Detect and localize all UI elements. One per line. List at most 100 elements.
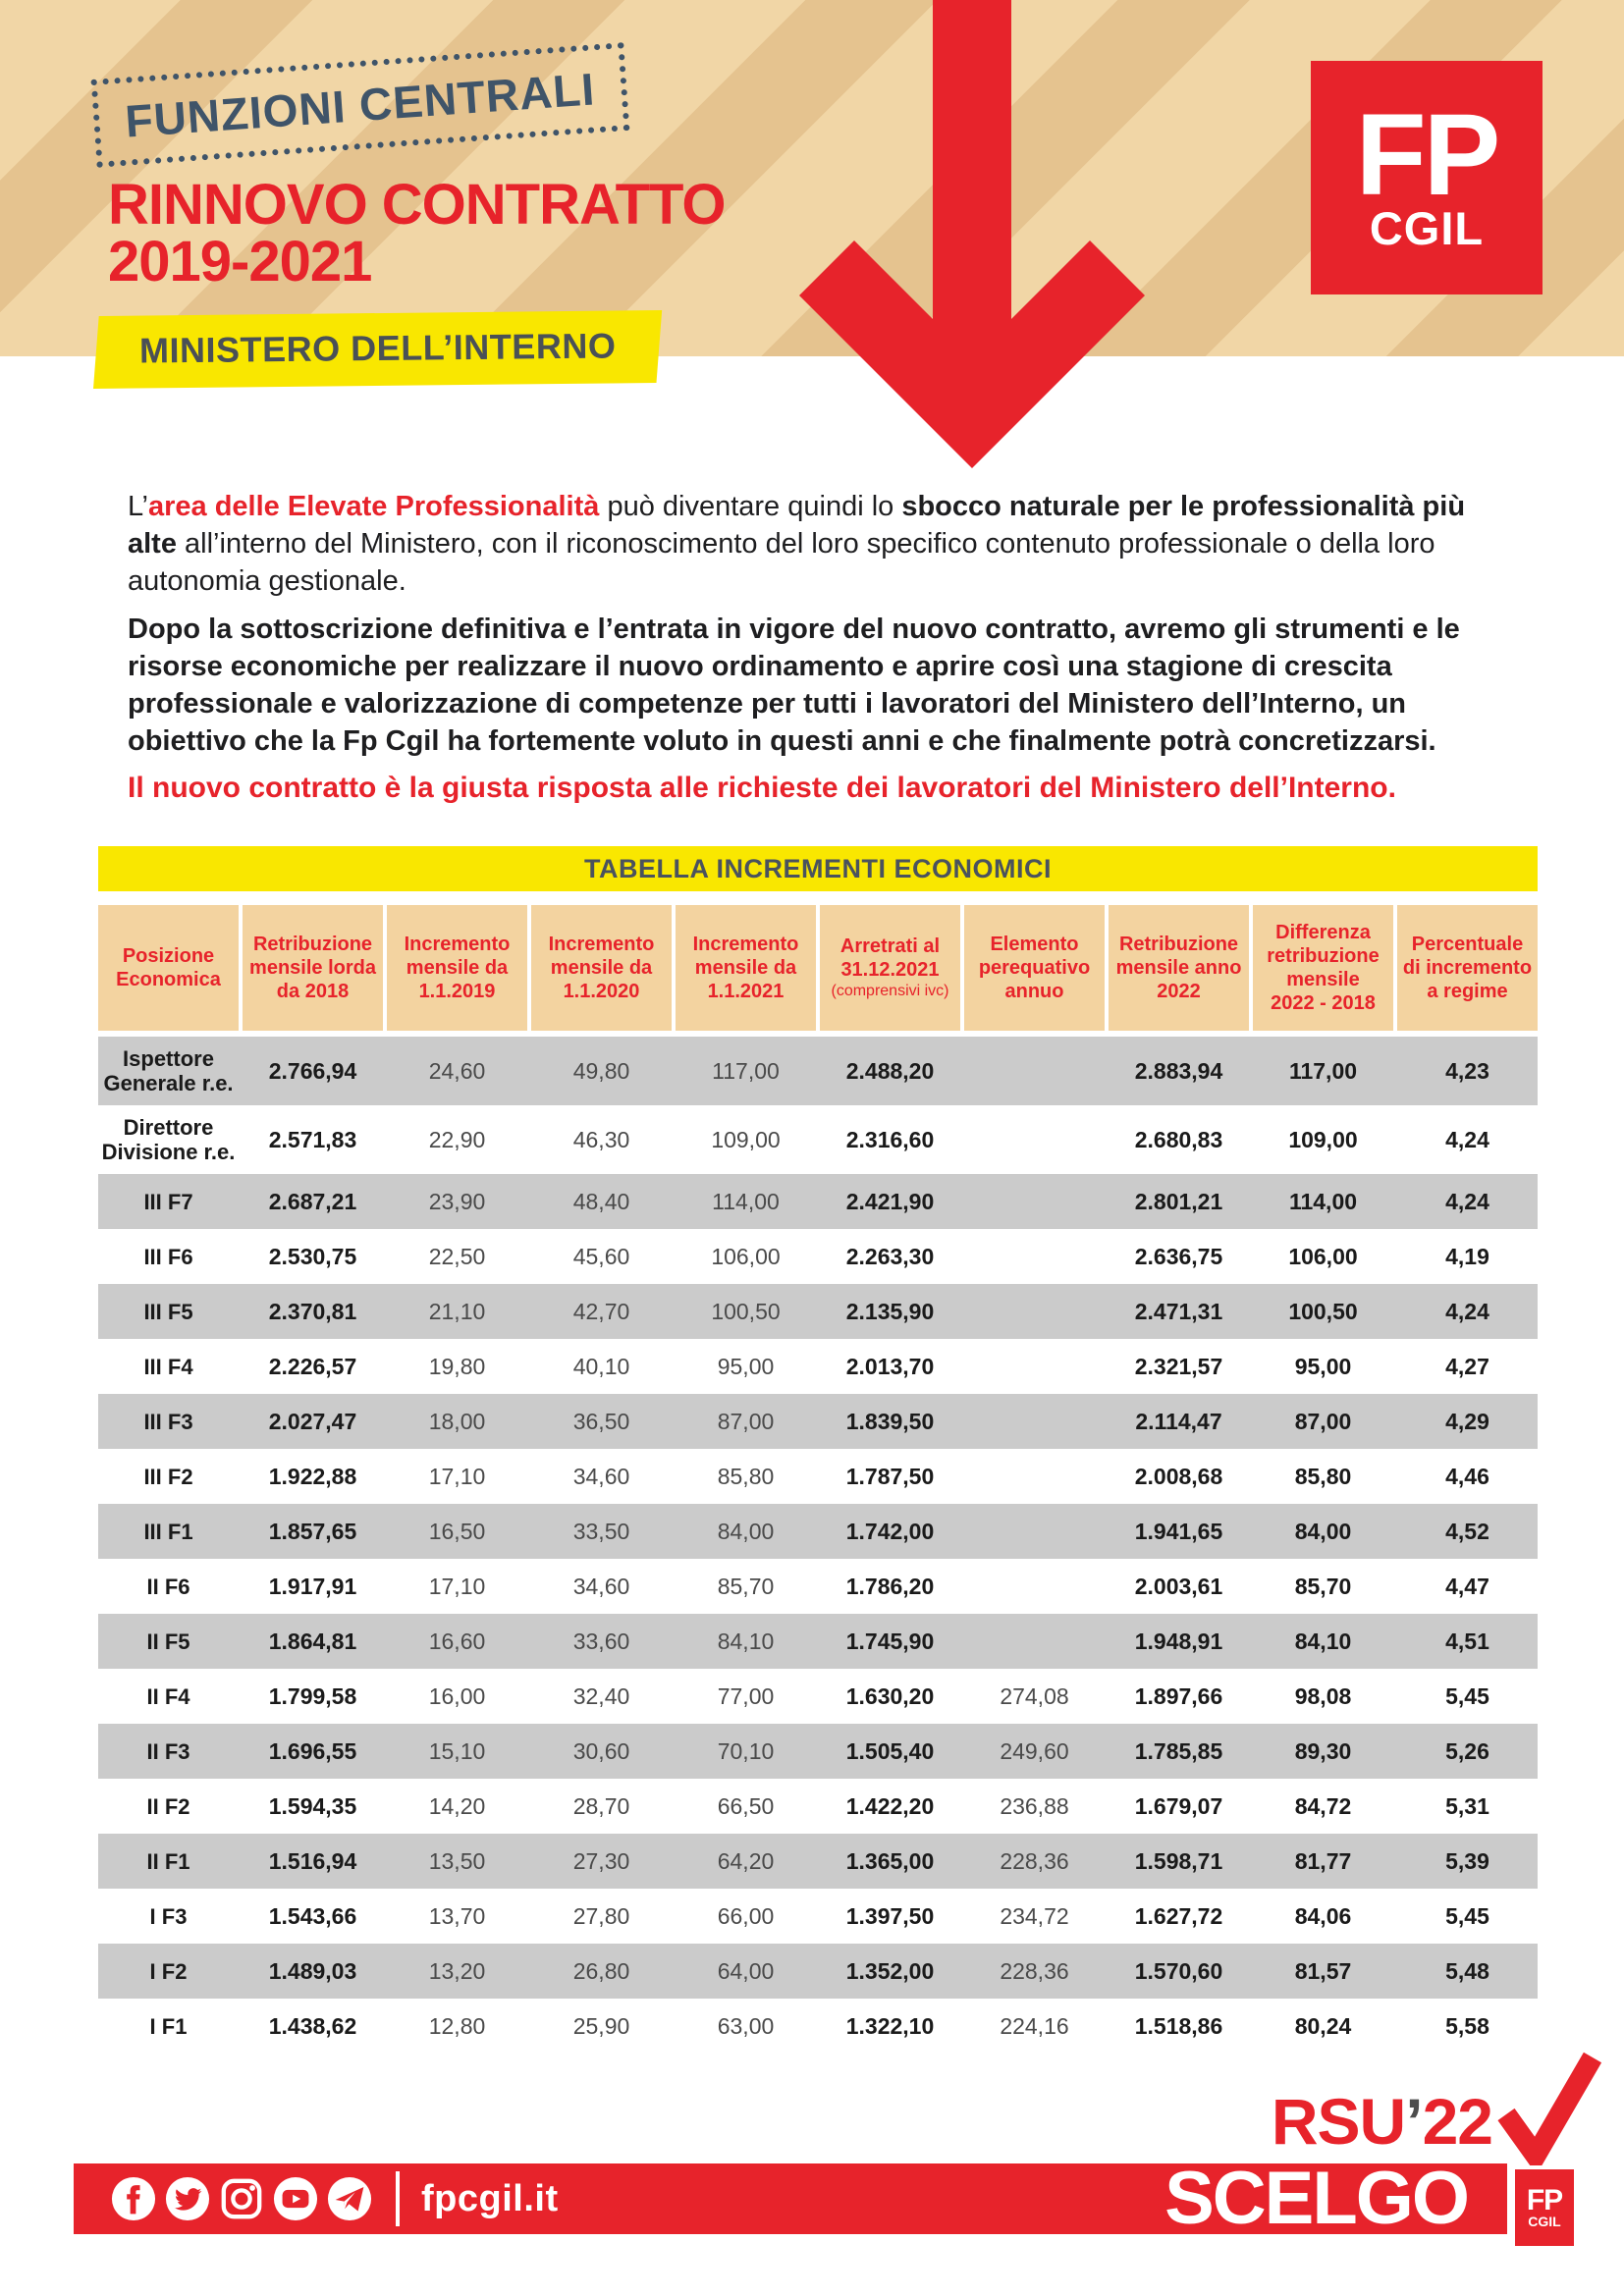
table-row: I F3 1.543,66 13,70 27,80 66,00 1.397,50 234,7… [98, 1889, 1538, 1944]
table-cell: 70,10 [717, 1737, 775, 1764]
row-label: II F2 [146, 1793, 190, 1819]
table-row: II F5 1.864,81 16,60 33,60 84,10 1.745,90 1.94… [98, 1614, 1538, 1669]
facebook-icon[interactable] [111, 2176, 156, 2221]
table-cell: 77,00 [717, 1682, 775, 1709]
intro-paragraph-2: Dopo la sottoscrizione definitiva e l’en… [128, 611, 1507, 760]
table-row: I F2 1.489,03 13,20 26,80 64,00 1.352,00 228,3… [98, 1944, 1538, 1999]
table-cell: 5,58 [1445, 2012, 1489, 2039]
table-cell: 2.135,90 [845, 1298, 935, 1324]
table-row: III F3 2.027,47 18,00 36,50 87,00 1.839,50 2.1… [98, 1394, 1538, 1449]
fp-cgil-logo-cgil: CGIL [1369, 202, 1485, 254]
table-cell: 2.008,68 [1134, 1463, 1223, 1489]
table-cell: 19,80 [428, 1353, 486, 1379]
text-segment: 22 [1422, 2085, 1493, 2158]
table-cell: 25,90 [572, 2012, 630, 2039]
column-header-label: Percentuale di incremento a regime [1402, 934, 1533, 1002]
table-cell: 5,39 [1445, 1847, 1489, 1874]
table-cell: 98,08 [1294, 1682, 1352, 1709]
column-header: Differenza retribuzione mensile 2022 - 2… [1253, 905, 1393, 1031]
table-cell: 114,00 [1288, 1188, 1358, 1214]
text-segment: sbocco naturale per le professionalità p… [128, 491, 1474, 560]
table-row: III F7 2.687,21 23,90 48,40 114,00 2.421,90 2.… [98, 1174, 1538, 1229]
table-cell: 85,70 [1294, 1573, 1352, 1599]
column-header: Incremento mensile da 1.1.2020 [531, 905, 672, 1031]
fp-cgil-logo-fp: FP [1355, 90, 1501, 220]
table-cell: 84,06 [1294, 1902, 1352, 1929]
table-row: II F3 1.696,55 15,10 30,60 70,10 1.505,40 249,… [98, 1724, 1538, 1779]
text-segment: RSU [1271, 2085, 1406, 2158]
text-segment: può diventare quindi lo [599, 491, 902, 522]
table-header: Posizione Economica Retribuzione mensile … [98, 905, 1538, 1031]
table-cell: 66,00 [717, 1902, 775, 1929]
table-cell: 48,40 [572, 1188, 630, 1214]
table-cell: 84,10 [1294, 1628, 1352, 1654]
table-row: Direttore Divisione r.e. 2.571,83 22,90 46,… [98, 1105, 1538, 1174]
telegram-icon[interactable] [327, 2176, 372, 2221]
table-cell: 2.316,60 [845, 1126, 935, 1152]
column-header-label: Incremento mensile da 1.1.2021 [692, 934, 799, 1002]
table-cell: 2.421,90 [845, 1188, 935, 1214]
scelgo-label: SCELGO [1164, 2157, 1470, 2240]
table-cell: 81,57 [1294, 1957, 1352, 1984]
table-cell: 1.864,81 [268, 1628, 357, 1654]
table-cell: 5,26 [1445, 1737, 1489, 1764]
table-cell: 1.489,03 [268, 1957, 357, 1984]
ministry-banner-label: MINISTERO DELL’INTERNO [138, 325, 617, 371]
table-cell: 45,60 [572, 1243, 630, 1269]
table-cell: 2.013,70 [845, 1353, 935, 1379]
table-row: III F1 1.857,65 16,50 33,50 84,00 1.742,00 1.9… [98, 1504, 1538, 1559]
website-link[interactable]: fpcgil.it [421, 2177, 559, 2219]
table-cell: 1.917,91 [268, 1573, 357, 1599]
table-cell: 249,60 [1000, 1737, 1069, 1764]
table-cell: 2.226,57 [268, 1353, 357, 1379]
fp-cgil-badge: FP CGIL [1511, 2165, 1578, 2250]
youtube-icon[interactable] [273, 2176, 318, 2221]
table-cell: 13,20 [428, 1957, 486, 1984]
table-cell: 1.505,40 [845, 1737, 935, 1764]
table-cell: 40,10 [572, 1353, 630, 1379]
increments-table: Posizione Economica Retribuzione mensile … [98, 905, 1538, 2054]
fp-cgil-logo: FP CGIL [1311, 61, 1543, 294]
column-header-label: Retribuzione mensile anno 2022 [1115, 934, 1242, 1002]
text-segment: Dopo la sottoscrizione definitiva e l’en… [128, 614, 1468, 757]
table-cell: 1.627,72 [1134, 1902, 1223, 1929]
row-label: II F3 [146, 1738, 190, 1764]
table-cell: 4,19 [1445, 1243, 1489, 1269]
table-cell: 66,50 [717, 1792, 775, 1819]
table-cell: 1.594,35 [268, 1792, 357, 1819]
table-cell: 1.518,86 [1134, 2012, 1223, 2039]
row-label: Direttore Divisione r.e. [101, 1115, 236, 1164]
table-cell: 64,00 [717, 1957, 775, 1984]
table-cell: 1.787,50 [845, 1463, 935, 1489]
table-body: Ispettore Generale r.e. 2.766,94 24,60 49,8… [98, 1037, 1538, 2054]
instagram-icon[interactable] [219, 2176, 264, 2221]
table-row: II F2 1.594,35 14,20 28,70 66,50 1.422,20 236,… [98, 1779, 1538, 1834]
table-cell: 84,10 [717, 1628, 775, 1654]
table-cell: 106,00 [711, 1243, 781, 1269]
table-cell: 2.636,75 [1134, 1243, 1223, 1269]
page-title: RINNOVO CONTRATTO 2019-2021 [108, 173, 727, 294]
table-cell: 33,60 [572, 1628, 630, 1654]
table-cell: 85,80 [717, 1463, 775, 1489]
table-cell: 4,24 [1445, 1188, 1489, 1214]
column-header-label: Posizione Economica [116, 945, 221, 990]
table-cell: 2.530,75 [268, 1243, 357, 1269]
table-cell: 1.679,07 [1134, 1792, 1223, 1819]
table-cell: 84,72 [1294, 1792, 1352, 1819]
column-header-label: Incremento mensile da 1.1.2019 [404, 934, 511, 1002]
table-cell: 27,30 [572, 1847, 630, 1874]
table-cell: 2.003,61 [1134, 1573, 1223, 1599]
table-cell: 2.321,57 [1134, 1353, 1223, 1379]
text-segment: Il nuovo contratto è la giusta risposta … [128, 772, 1396, 804]
table-cell: 36,50 [572, 1408, 630, 1434]
table-cell: 87,00 [1294, 1408, 1352, 1434]
twitter-icon[interactable] [165, 2176, 210, 2221]
table-cell: 1.422,20 [845, 1792, 935, 1819]
table-cell: 106,00 [1288, 1243, 1358, 1269]
table-cell: 1.438,62 [268, 2012, 357, 2039]
table-cell: 16,50 [428, 1518, 486, 1544]
table-cell: 85,70 [717, 1573, 775, 1599]
table-cell: 2.801,21 [1134, 1188, 1223, 1214]
table-row: III F5 2.370,81 21,10 42,70 100,50 2.135,90 2.… [98, 1284, 1538, 1339]
table-cell: 109,00 [711, 1126, 781, 1152]
